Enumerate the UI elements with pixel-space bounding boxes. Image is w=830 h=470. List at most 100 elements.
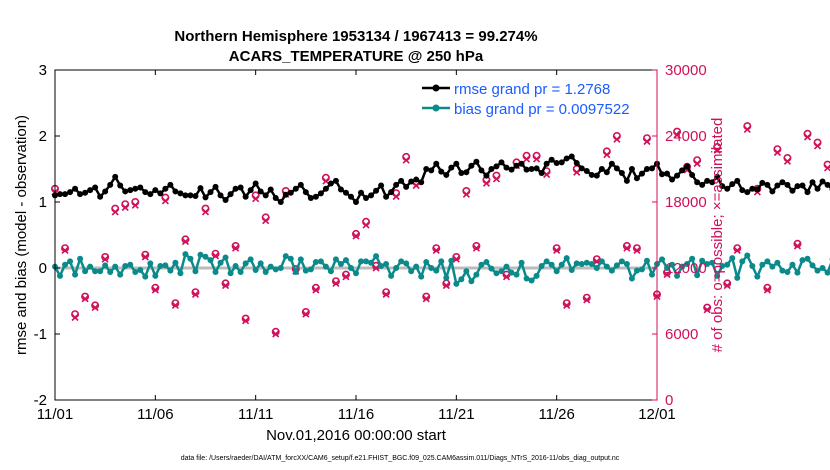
bias-point [267,263,274,270]
rmse-point [568,153,575,160]
rmse-point [327,180,334,187]
rmse-point [217,192,224,199]
bias-point [87,263,94,270]
rmse-point [493,163,500,170]
bias-point [583,259,590,266]
rmse-point [799,182,806,189]
bias-point [172,259,179,266]
bias-point [297,256,304,263]
bias-point [122,263,129,270]
bias-point [704,261,711,268]
rmse-point [483,172,490,179]
rmse-point [679,167,686,174]
bias-point [403,260,410,267]
rmse-point [267,186,274,193]
rmse-point [809,179,816,186]
rmse-point [322,185,329,192]
bias-point [498,268,505,275]
rmse-point [117,182,124,189]
bias-point [408,268,415,275]
rmse-point [628,166,635,172]
bias-point [473,271,480,278]
obs-assimilated-point [713,146,721,154]
rmse-point [282,191,289,198]
bias-point [794,269,801,276]
obs-assimilated-point [773,148,781,157]
obs-assimilated-point [322,177,330,185]
rmse-point [669,176,676,183]
rmse-point [368,192,375,199]
bias-point [277,265,284,271]
rmse-point [373,187,380,194]
bias-point [102,262,109,269]
rmse-point [784,181,791,188]
bias-point [543,258,550,265]
rmse-point [498,159,505,166]
bias-point [72,271,79,278]
rmse-point [598,166,605,172]
obs-assimilated-point [262,217,270,225]
rmse-point [247,187,254,194]
bias-point [307,266,314,273]
obs-assimilated-point [181,238,189,246]
obs-assimilated-point [382,290,390,298]
obs-assimilated-point [121,203,129,212]
obs-assimilated-point [91,304,99,312]
rmse-point [548,156,555,163]
obs-assimilated-point [211,252,220,260]
bias-point [628,275,635,282]
bias-point [107,268,114,275]
rmse-point [443,171,450,178]
obs-assimilated-point [803,133,812,141]
rmse-point [227,191,234,198]
obs-assimilated-point [342,273,350,281]
obs-assimilated-point [392,192,400,201]
obs-assimilated-point [61,246,69,254]
rmse-point [403,183,410,190]
rmse-point [714,173,721,180]
rmse-point [563,155,570,162]
obs-assimilated-point [543,170,551,179]
rmse-point [127,187,134,194]
bias-point [613,262,620,269]
bias-point [448,257,455,264]
rmse-point [689,171,696,178]
rmse-point [508,166,515,173]
y2-tick-label: 6000 [665,326,698,343]
rmse-point [197,185,204,192]
rmse-point [448,164,455,171]
rmse-point [694,179,701,186]
y-tick-label: -2 [34,392,47,409]
x-tick-label: 11/01 [37,406,73,423]
rmse-point [603,169,610,176]
rmse-point [312,193,319,200]
bias-point [779,267,786,274]
bias-point [729,255,736,262]
rmse-point [192,193,199,200]
bias-point [368,259,375,266]
axes-layer [54,69,658,401]
obs-assimilated-point [603,151,611,159]
obs-assimilated-point [523,155,531,163]
bias-point [257,260,264,267]
bias-point [774,259,781,266]
bias-point [438,258,445,265]
rmse-point [573,160,580,167]
rmse-point [242,193,249,200]
bias-point [393,265,400,271]
bias-point [353,270,359,277]
bias-point [659,256,666,263]
rmse-point [87,187,94,194]
bias-point [724,261,731,268]
x-tick-labels: 11/01 11/06 11/11 11/16 11/21 11/26 12/01 [37,406,676,423]
obs-assimilated-point [161,197,169,205]
rmse-point [719,183,726,190]
rmse-point [388,189,395,196]
obs-assimilated-point [533,155,541,163]
rmse-point [378,182,385,189]
bias-point [292,268,299,275]
rmse-point [302,189,309,196]
bias-point [62,261,69,268]
rmse-point [744,189,751,196]
bias-point [433,267,440,274]
